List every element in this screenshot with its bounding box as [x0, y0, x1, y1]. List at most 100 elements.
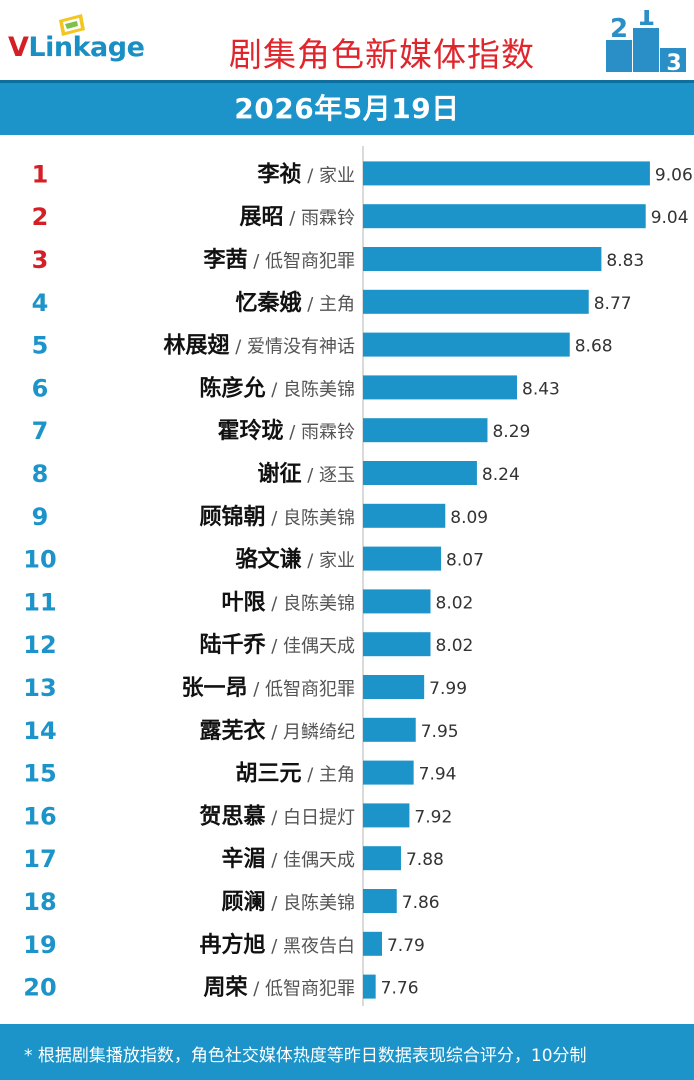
character-name: 陆千乔: [199, 633, 266, 658]
rank-number: 1: [32, 160, 49, 188]
row-label: 霍玲珑 / 雨霖铃: [217, 418, 355, 444]
drama-name: 黑夜告白: [283, 936, 355, 957]
drama-name: 白日提灯: [283, 807, 355, 828]
rank-number: 3: [32, 246, 49, 274]
character-name: 李茜: [202, 248, 247, 273]
value-label: 8.77: [594, 294, 632, 314]
bar: [363, 247, 602, 271]
bar: [363, 546, 442, 571]
separator: /: [301, 465, 319, 486]
row-label: 辛湄 / 佳偶天成: [221, 846, 355, 872]
podium-label-2: 2: [610, 14, 628, 44]
drama-name: 良陈美锦: [283, 893, 355, 914]
separator: /: [283, 208, 301, 229]
row-label: 陆千乔 / 佳偶天成: [199, 633, 355, 658]
value-label: 8.02: [436, 593, 474, 613]
character-name: 胡三元: [235, 762, 301, 787]
row-label: 骆文谦 / 家业: [235, 547, 355, 573]
row-label: 顾澜 / 良陈美锦: [221, 890, 355, 915]
value-label: 7.95: [421, 722, 459, 742]
separator: /: [247, 251, 265, 272]
character-name: 冉方旭: [199, 932, 265, 958]
bar: [363, 632, 431, 657]
separator: /: [301, 165, 319, 186]
bar: [363, 418, 488, 443]
rank-number: 18: [23, 888, 56, 916]
rank-number: 4: [32, 289, 49, 317]
value-label: 8.24: [482, 465, 520, 485]
row-label: 李祯 / 家业: [256, 161, 355, 187]
rank-number: 9: [32, 503, 49, 531]
value-label: 8.09: [450, 508, 488, 528]
separator: /: [301, 294, 319, 315]
value-label: 7.76: [381, 979, 419, 999]
podium-label-1: 1: [637, 10, 655, 32]
bar: [363, 974, 376, 999]
character-name: 林展翅: [163, 334, 229, 359]
row-label: 忆秦娥 / 主角: [235, 290, 355, 316]
separator: /: [265, 636, 283, 657]
drama-name: 主角: [319, 294, 355, 315]
drama-name: 家业: [319, 551, 355, 572]
rank-number: 14: [23, 717, 56, 745]
separator: /: [247, 679, 265, 700]
rank-number: 10: [23, 546, 56, 574]
separator: /: [265, 807, 283, 828]
drama-name: 家业: [319, 165, 355, 186]
logo-rest: Linkage: [28, 32, 145, 63]
row-label: 贺思慕 / 白日提灯: [199, 804, 355, 829]
character-name: 叶限: [221, 590, 265, 615]
bar: [363, 931, 382, 956]
bar: [363, 375, 518, 400]
character-name: 露芜衣: [199, 718, 265, 744]
drama-name: 佳偶天成: [283, 850, 355, 871]
drama-name: 低智商犯罪: [265, 679, 355, 700]
value-label: 7.86: [402, 893, 440, 913]
separator: /: [283, 422, 301, 443]
value-label: 9.04: [651, 208, 689, 228]
separator: /: [247, 979, 265, 1000]
bar: [363, 289, 589, 314]
rank-number: 5: [32, 332, 49, 360]
character-name: 展昭: [239, 205, 283, 230]
bar: [363, 161, 650, 186]
value-label: 8.02: [436, 636, 474, 656]
character-name: 霍玲珑: [217, 418, 283, 444]
rank-number: 15: [23, 760, 56, 788]
rank-number: 13: [23, 674, 56, 702]
value-label: 9.06: [655, 165, 693, 185]
rank-number: 7: [32, 417, 49, 445]
separator: /: [301, 551, 319, 572]
value-label: 8.07: [446, 551, 484, 571]
bar: [363, 204, 646, 229]
separator: /: [265, 850, 283, 871]
bar: [363, 717, 416, 742]
drama-name: 良陈美锦: [283, 593, 355, 614]
value-label: 7.79: [387, 936, 425, 956]
value-label: 7.88: [406, 850, 444, 870]
value-label: 8.83: [606, 251, 644, 271]
header: VLinkage 剧集角色新媒体指数 2 1 3: [0, 0, 694, 80]
drama-name: 逐玉: [319, 465, 355, 486]
rank-number: 11: [23, 588, 56, 616]
drama-name: 低智商犯罪: [265, 251, 355, 272]
rank-number: 20: [23, 974, 56, 1002]
character-name: 周荣: [203, 975, 247, 1001]
row-label: 冉方旭 / 黑夜告白: [199, 932, 355, 958]
row-label: 叶限 / 良陈美锦: [221, 590, 355, 615]
value-label: 8.68: [575, 337, 613, 357]
rank-number: 2: [32, 203, 49, 231]
bar: [363, 332, 570, 357]
value-label: 7.92: [414, 807, 452, 827]
value-label: 7.99: [429, 679, 467, 699]
drama-name: 低智商犯罪: [265, 979, 355, 1000]
rank-number: 19: [23, 931, 56, 959]
row-label: 谢征 / 逐玉: [257, 461, 355, 487]
character-name: 陈彦允: [199, 375, 265, 401]
row-label: 陈彦允 / 良陈美锦: [199, 375, 355, 401]
separator: /: [265, 508, 283, 529]
character-name: 李祯: [256, 161, 301, 187]
character-name: 贺思慕: [199, 804, 265, 829]
row-label: 周荣 / 低智商犯罪: [203, 975, 355, 1001]
separator: /: [265, 722, 283, 743]
